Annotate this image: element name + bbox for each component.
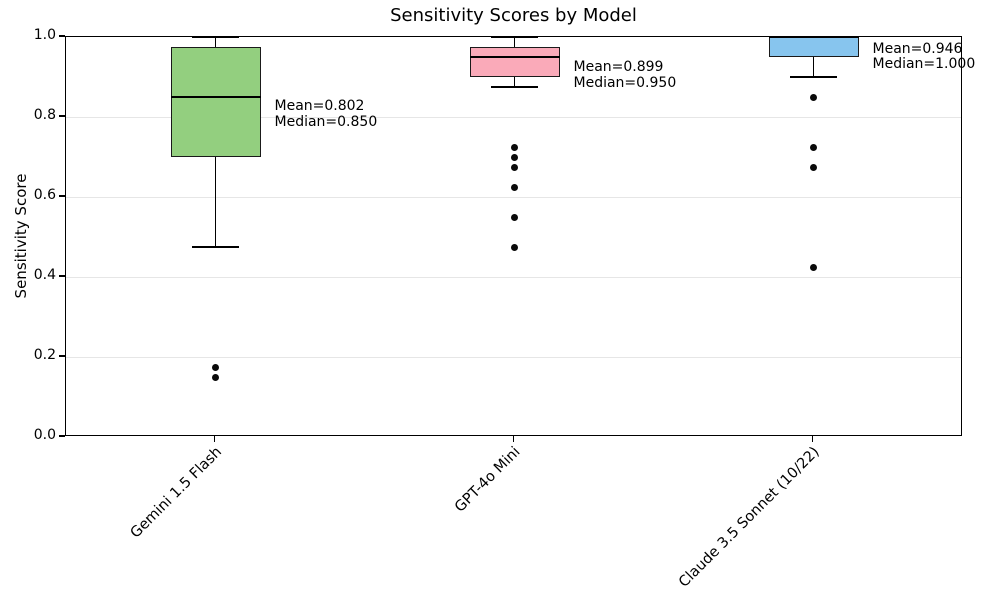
outlier-point [511, 153, 518, 161]
outlier-point [511, 183, 518, 191]
whisker-cap [790, 76, 837, 78]
outlier-point [511, 163, 518, 171]
chart-title: Sensitivity Scores by Model [390, 5, 637, 26]
y-tick-mark [59, 275, 65, 277]
y-tick-mark [59, 435, 65, 437]
outlier-point [810, 163, 817, 171]
outlier-point [810, 143, 817, 151]
stats-annotation-line: Median=0.850 [274, 113, 378, 130]
whisker-cap [491, 36, 538, 38]
x-tick-label: Gemini 1.5 Flash [127, 444, 225, 542]
box-whisker-lower [812, 57, 815, 77]
stats-annotation: Mean=0.802 Median=0.850 [275, 99, 378, 130]
plot-area: Mean=0.802 Median=0.850 Mean=0.899 Median=0… [65, 36, 975, 436]
x-tick-mark [811, 436, 814, 442]
whisker-cap [192, 36, 239, 38]
gridline [66, 356, 961, 358]
box-whisker-lower [513, 77, 516, 87]
median-line [768, 36, 859, 38]
whisker-cap [491, 86, 538, 88]
y-tick-mark [59, 195, 65, 197]
box-whisker-upper [513, 37, 516, 47]
y-tick-label: 0.8 [33, 107, 56, 123]
stats-annotation-line: Mean=0.802 [274, 98, 365, 115]
stats-annotation-line: Median=1.000 [872, 56, 976, 73]
median-line [469, 56, 560, 58]
y-tick-mark [59, 355, 65, 357]
box [469, 47, 560, 77]
stats-annotation-line: Median=0.950 [573, 74, 677, 91]
y-tick-label: 0.2 [33, 347, 56, 363]
outlier-point [810, 93, 817, 101]
whisker-cap [192, 246, 239, 248]
y-tick-label: 0.0 [33, 427, 56, 443]
stats-annotation-line: Mean=0.899 [573, 59, 664, 76]
gridline [66, 276, 961, 278]
y-tick-mark [59, 115, 65, 117]
box [768, 37, 859, 57]
y-tick-label: 0.6 [33, 187, 56, 203]
gridline [66, 196, 961, 198]
outlier-point [511, 143, 518, 151]
stats-annotation: Mean=0.946 Median=1.000 [872, 40, 976, 73]
outlier-point [212, 363, 219, 371]
box [170, 47, 261, 157]
y-tick-label: 1.0 [33, 27, 56, 43]
outlier-point [212, 373, 219, 381]
y-tick-mark [59, 35, 65, 37]
x-tick-mark [512, 436, 515, 442]
outlier-point [511, 213, 518, 221]
stats-annotation-line: Mean=0.946 [872, 40, 963, 57]
outlier-point [511, 243, 518, 251]
box-whisker-lower [214, 157, 217, 247]
x-tick-mark [213, 436, 216, 442]
median-line [170, 96, 261, 98]
y-tick-label: 0.4 [33, 267, 56, 283]
outlier-point [810, 263, 817, 271]
x-tick-label: Claude 3.5 Sonnet (10/22) [676, 444, 823, 591]
x-tick-label: GPT-4o Mini [452, 444, 524, 516]
gridline [66, 116, 961, 118]
stats-annotation: Mean=0.899 Median=0.950 [574, 60, 677, 91]
box-whisker-upper [214, 37, 217, 47]
